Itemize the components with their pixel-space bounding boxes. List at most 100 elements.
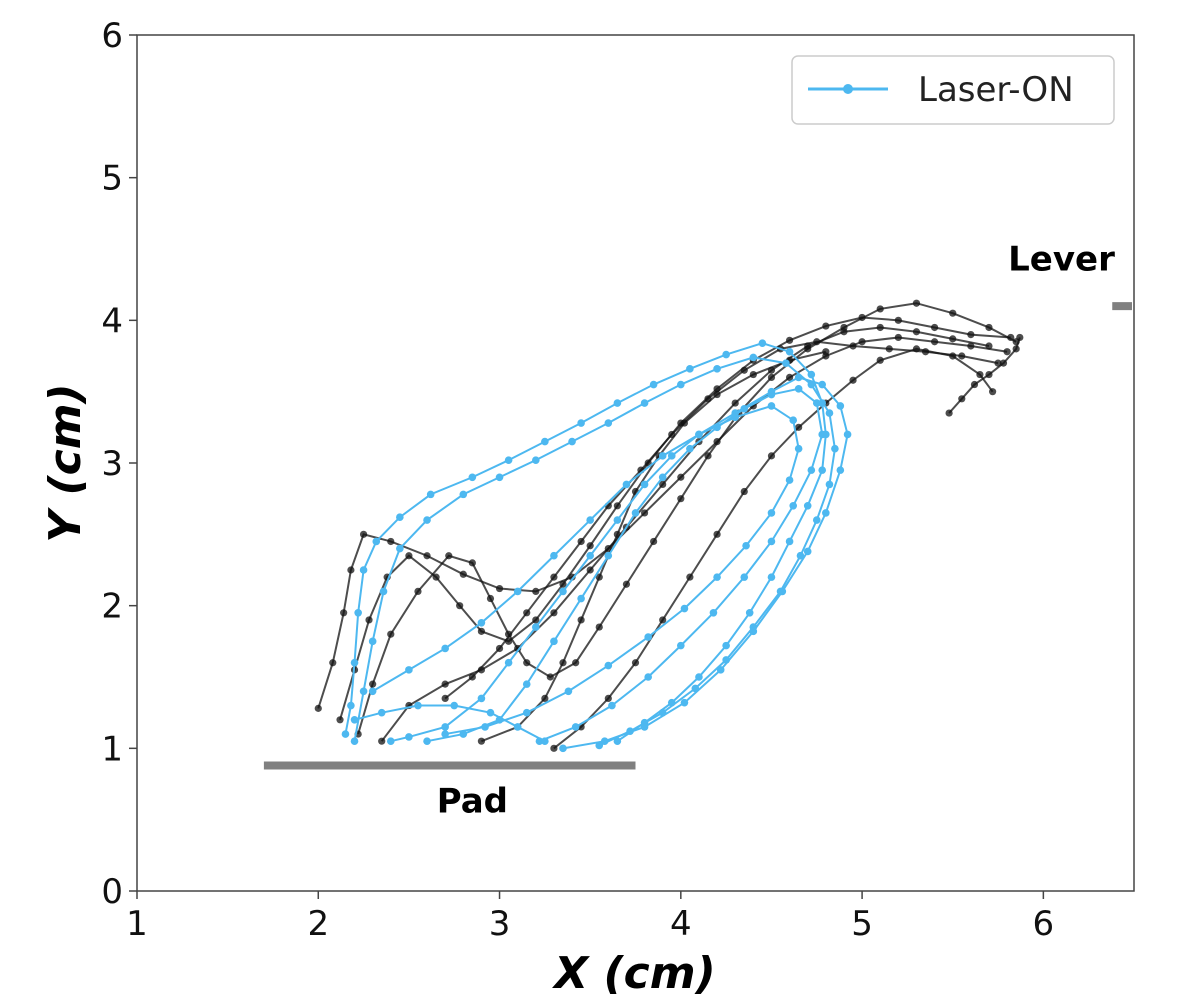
laser-on-trajectory-point	[532, 623, 540, 631]
laser-off-trajectory-point	[456, 602, 464, 610]
y-tick-label: 0	[101, 872, 123, 912]
laser-off-trajectory-point	[985, 342, 993, 350]
laser-on-trajectory-point	[571, 723, 580, 731]
laser-on-trajectory-point	[564, 687, 573, 696]
laser-on-trajectory-point	[396, 544, 404, 553]
laser-off-trajectory-point	[595, 623, 603, 631]
laser-off-trajectory-point	[423, 552, 431, 560]
laser-on-trajectory-point	[405, 733, 413, 741]
laser-off-trajectory-point	[550, 744, 558, 752]
y-tick-label: 3	[101, 444, 123, 484]
laser-on-trajectory-point	[812, 399, 821, 407]
laser-on-trajectory-point	[767, 509, 776, 517]
laser-off-trajectory-point	[785, 336, 794, 344]
x-tick-label: 6	[1033, 904, 1055, 944]
laser-off-trajectory-point	[369, 680, 377, 688]
laser-on-trajectory-point	[649, 380, 658, 389]
laser-on-trajectory-point	[604, 419, 613, 427]
laser-on-trajectory-point	[794, 385, 803, 393]
laser-on-trajectory-point	[785, 347, 794, 356]
laser-off-trajectory-point	[822, 348, 830, 356]
laser-on-trajectory-point	[789, 502, 798, 510]
laser-off-trajectory-point	[459, 570, 467, 578]
laser-off-trajectory-point	[532, 587, 540, 596]
laser-on-trajectory-point	[831, 444, 839, 453]
annotations: Pad Lever	[437, 239, 1115, 821]
laser-on-trajectory-point	[709, 609, 718, 617]
laser-off-trajectory-point	[949, 352, 957, 360]
laser-off-trajectory-point	[949, 335, 957, 343]
laser-off-trajectory-point	[340, 609, 348, 617]
laser-on-trajectory-point	[836, 402, 845, 410]
laser-off-trajectory-point	[572, 659, 580, 667]
laser-on-trajectory-point	[541, 737, 549, 745]
laser-off-trajectory-point	[858, 338, 866, 346]
laser-on-trajectory-point	[468, 473, 477, 482]
laser-on-trajectories	[341, 339, 852, 753]
laser-off-trajectory-point	[329, 659, 337, 667]
laser-on-trajectory-point	[767, 537, 776, 546]
laser-on-trajectory-point	[785, 476, 794, 484]
laser-off-trajectory-point	[1003, 348, 1011, 356]
laser-on-trajectory-point	[782, 359, 790, 367]
laser-off-trajectory-point	[677, 473, 685, 481]
laser-off-trajectory-point	[885, 345, 893, 353]
laser-off-trajectory-point	[967, 331, 975, 339]
laser-off-trajectory-point	[559, 580, 567, 588]
laser-off-trajectory-point	[894, 333, 902, 342]
laser-off-trajectory-point	[495, 644, 504, 653]
laser-off-trajectory-point	[749, 370, 757, 379]
laser-off-trajectory-point	[767, 373, 776, 381]
laser-off-trajectory-point	[659, 616, 667, 624]
laser-on-trajectory-line	[426, 387, 824, 743]
laser-off-trajectory-point	[958, 352, 966, 360]
laser-on-trajectory-point	[695, 673, 703, 681]
laser-off-trajectory-point	[586, 566, 594, 574]
laser-on-trajectory-point	[677, 380, 685, 389]
laser-off-trajectory-point	[414, 587, 422, 596]
legend-swatch-marker	[843, 84, 853, 94]
laser-off-trajectory-point	[970, 380, 979, 389]
x-tick-label: 4	[670, 904, 692, 944]
laser-off-trajectory-point	[849, 342, 857, 350]
laser-on-trajectory-point	[631, 509, 640, 517]
reference-bars	[263, 302, 1132, 770]
laser-off-trajectory-point	[813, 338, 821, 346]
laser-off-trajectory-point	[876, 356, 884, 364]
laser-on-trajectory-point	[396, 513, 404, 522]
laser-on-trajectory-point	[377, 708, 386, 717]
laser-on-trajectory-point	[785, 537, 794, 546]
laser-on-trajectory-point	[613, 737, 622, 745]
laser-on-trajectory-point	[559, 744, 567, 753]
laser-on-trajectory-point	[577, 594, 585, 603]
laser-on-trajectory-point	[740, 404, 749, 413]
laser-on-trajectory-line	[390, 376, 849, 750]
laser-on-trajectory-point	[481, 723, 489, 731]
laser-off-trajectory-point	[945, 409, 953, 417]
laser-on-trajectory-point	[522, 708, 531, 717]
laser-off-trajectory-point	[387, 630, 395, 638]
laser-on-trajectory-point	[450, 701, 459, 710]
laser-on-trajectory-point	[722, 350, 730, 359]
laser-off-trajectory-point	[989, 388, 997, 396]
laser-off-trajectory-point	[365, 616, 373, 624]
laser-off-trajectory-point	[595, 573, 603, 581]
laser-off-trajectories	[314, 299, 1024, 752]
laser-off-trajectory-point	[550, 609, 558, 617]
laser-off-trajectory-point	[559, 659, 567, 667]
laser-on-trajectory-point	[486, 708, 495, 717]
laser-on-trajectory-point	[767, 390, 776, 399]
laser-off-trajectory-point	[949, 309, 957, 317]
laser-off-trajectory-point	[876, 305, 884, 313]
laser-on-trajectory-point	[807, 370, 816, 379]
laser-off-trajectory-point	[912, 299, 921, 307]
laser-off-trajectory-point	[1012, 345, 1020, 353]
laser-on-trajectory-point	[495, 473, 504, 482]
laser-on-trajectory-point	[368, 687, 377, 696]
laser-on-trajectory-point	[789, 416, 798, 425]
laser-on-trajectory-point	[644, 633, 652, 641]
laser-on-trajectory-point	[423, 737, 431, 745]
laser-off-trajectory-point	[604, 694, 612, 703]
laser-on-trajectory-point	[695, 430, 703, 439]
laser-on-trajectory-point	[613, 399, 622, 407]
